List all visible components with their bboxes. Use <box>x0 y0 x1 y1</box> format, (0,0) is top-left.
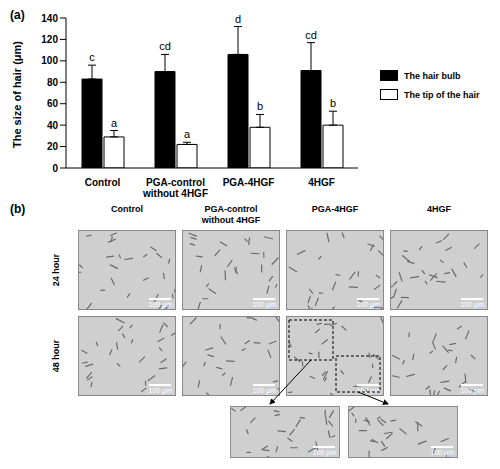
svg-text:40: 40 <box>47 120 59 131</box>
svg-text:100: 100 <box>41 55 58 66</box>
svg-text:20: 20 <box>47 141 59 152</box>
html-text:100 μm: 100 μm <box>430 449 454 456</box>
html-text:4HGF: 4HGF <box>427 204 451 214</box>
html-text:48 hour: 48 hour <box>51 339 61 373</box>
svg-text:b: b <box>330 97 336 109</box>
svg-text:a: a <box>111 117 118 129</box>
html-text:PGA-control: PGA-control <box>204 204 258 214</box>
svg-text:a: a <box>184 128 191 140</box>
html-text:100 μm: 100 μm <box>312 449 336 456</box>
html-text:100 μm: 100 μm <box>356 301 380 308</box>
html-text:100 μm: 100 μm <box>148 301 172 308</box>
html-text:100 μm: 100 μm <box>460 301 484 308</box>
svg-text:PGA-4HGF: PGA-4HGF <box>223 177 275 188</box>
html-text:The hair bulb: The hair bulb <box>404 70 461 81</box>
svg-text:120: 120 <box>41 34 58 45</box>
svg-text:The size of hair (μm): The size of hair (μm) <box>11 41 23 148</box>
svg-text:140: 140 <box>41 13 58 24</box>
svg-text:c: c <box>89 51 95 63</box>
html-text:The tip of the hair: The tip of the hair <box>404 89 480 100</box>
html-text:without 4HGF: without 4HGF <box>201 215 261 225</box>
html-text:(b): (b) <box>10 202 26 216</box>
html-text:24 hour: 24 hour <box>51 253 61 287</box>
svg-text:PGA-controlwithout 4HGF: PGA-controlwithout 4HGF <box>142 177 208 199</box>
html-text:PGA-4HGF: PGA-4HGF <box>311 204 359 214</box>
svg-text:d: d <box>235 13 241 25</box>
html-text:Control: Control <box>111 204 143 214</box>
html-text:100 μm: 100 μm <box>252 301 276 308</box>
svg-text:cd: cd <box>159 40 171 52</box>
svg-text:4HGF: 4HGF <box>308 177 335 188</box>
html-text:(a): (a) <box>10 8 25 22</box>
html-text:100 μm: 100 μm <box>460 387 484 394</box>
svg-text:0: 0 <box>52 163 58 174</box>
html-text:100 μm: 100 μm <box>252 387 276 394</box>
svg-text:Control: Control <box>85 177 121 188</box>
svg-text:b: b <box>257 100 263 112</box>
svg-text:80: 80 <box>47 77 59 88</box>
html-text:100 μm: 100 μm <box>148 387 172 394</box>
svg-text:cd: cd <box>305 29 317 41</box>
svg-text:60: 60 <box>47 98 59 109</box>
html-text:100 μm: 100 μm <box>356 387 380 394</box>
